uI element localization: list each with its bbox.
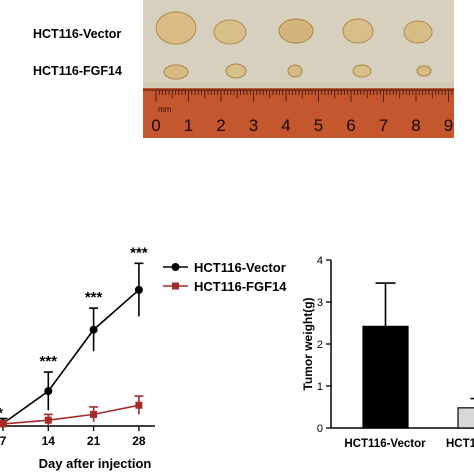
tumor-vector-3 bbox=[278, 18, 314, 44]
y-tick-label: 0 bbox=[317, 423, 323, 435]
significance-annotation: *** bbox=[85, 289, 103, 306]
data-point-fgf14 bbox=[44, 416, 52, 424]
tumor-fgf14-2 bbox=[225, 63, 247, 79]
tumor-vector-4 bbox=[342, 18, 374, 44]
tumor-vector-2 bbox=[213, 19, 247, 45]
category-label: HCT11 bbox=[446, 438, 474, 450]
data-point-fgf14 bbox=[135, 401, 143, 409]
ruler-number: 6 bbox=[346, 116, 355, 135]
x-tick-label: 21 bbox=[87, 434, 101, 448]
x-tick-label: 28 bbox=[132, 434, 146, 448]
legend-marker bbox=[171, 263, 180, 271]
ruler-number: 9 bbox=[444, 116, 453, 135]
significance-annotation: *** bbox=[130, 244, 148, 261]
legend-marker bbox=[172, 282, 179, 290]
series-line bbox=[2, 404, 140, 425]
x-axis-title: Day after injection bbox=[39, 456, 152, 471]
significance-annotation: *** bbox=[40, 353, 58, 370]
tumor-photo: mm 0 1 2 3 4 5 6 7 8 9 bbox=[143, 0, 454, 138]
tumor-weight-bar-chart: 0 1 2 3 4 Tumor weight(g) HCT116-Vector HCT11 bbox=[301, 255, 474, 450]
tumor-fgf14-4 bbox=[352, 64, 372, 78]
series-line bbox=[2, 289, 140, 425]
y-tick-label: 1 bbox=[317, 381, 323, 393]
data-point-vector bbox=[44, 387, 53, 396]
x-tick-label: 7 bbox=[0, 434, 7, 448]
x-tick-label: 14 bbox=[42, 434, 56, 448]
ruler-number: 4 bbox=[281, 116, 290, 135]
data-point-vector bbox=[89, 325, 98, 334]
legend-label: HCT116-FGF14 bbox=[194, 279, 287, 294]
y-tick-label: 3 bbox=[317, 297, 323, 309]
bar bbox=[362, 325, 409, 429]
tumor-fgf14-3 bbox=[287, 64, 303, 78]
data-point-fgf14 bbox=[0, 420, 7, 428]
ruler-body bbox=[143, 88, 454, 138]
ruler-number: 0 bbox=[151, 116, 160, 135]
category-label: HCT116-Vector bbox=[344, 438, 426, 450]
tumor-fgf14-1 bbox=[163, 64, 189, 80]
data-point-vector bbox=[134, 285, 143, 294]
ruler-number: 7 bbox=[379, 116, 388, 135]
ruler-number: 5 bbox=[314, 116, 323, 135]
row-label-vector: HCT116-Vector bbox=[33, 27, 122, 41]
tumor-vector-5 bbox=[403, 20, 433, 44]
y-tick-label: 4 bbox=[317, 255, 323, 267]
y-axis-title: Tumor weight(g) bbox=[301, 297, 315, 390]
ruler-number: 3 bbox=[249, 116, 258, 135]
data-point-fgf14 bbox=[90, 410, 98, 418]
ruler: mm 0 1 2 3 4 5 6 7 8 9 bbox=[143, 88, 454, 138]
bar bbox=[457, 407, 474, 429]
row-label-fgf14: HCT116-FGF14 bbox=[33, 64, 122, 78]
tumor-fgf14-5 bbox=[416, 65, 432, 77]
tumor-vector-1 bbox=[155, 11, 197, 45]
ruler-unit: mm bbox=[158, 105, 172, 114]
y-tick-label: 2 bbox=[317, 339, 323, 351]
legend-label: HCT116-Vector bbox=[194, 260, 286, 275]
ruler-number: 8 bbox=[411, 116, 420, 135]
significance-annotation: * bbox=[0, 405, 3, 422]
ruler-number: 2 bbox=[216, 116, 225, 135]
ruler-number: 1 bbox=[184, 116, 193, 135]
